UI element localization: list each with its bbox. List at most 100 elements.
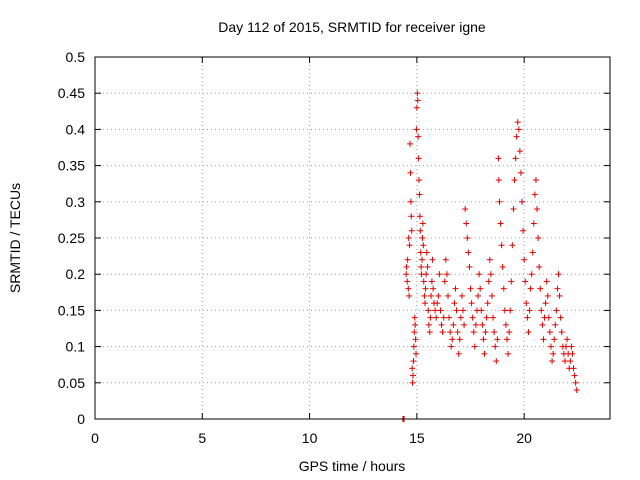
data-point	[515, 126, 522, 133]
data-point	[419, 235, 426, 241]
data-point	[508, 278, 515, 285]
data-point	[569, 350, 576, 357]
data-point	[452, 285, 459, 292]
data-point	[499, 263, 506, 270]
data-point	[407, 140, 414, 147]
y-axis-label: SRMTID / TECUs	[7, 183, 23, 293]
data-point	[420, 278, 427, 285]
data-point	[435, 292, 442, 299]
data-point	[414, 97, 421, 104]
data-point	[414, 90, 421, 97]
plot-frame	[94, 56, 611, 420]
data-point	[406, 242, 413, 249]
data-point	[436, 271, 443, 278]
data-point	[510, 206, 517, 213]
data-point	[520, 227, 527, 234]
data-point	[530, 220, 537, 227]
data-point	[490, 314, 497, 321]
data-point	[418, 263, 425, 270]
data-point	[470, 329, 477, 336]
y-tick-label: 0.15	[58, 302, 85, 318]
data-point	[427, 314, 434, 321]
data-point	[446, 314, 453, 321]
data-point	[411, 314, 418, 321]
x-axis-label: GPS time / hours	[299, 458, 406, 474]
data-point	[509, 242, 516, 249]
y-tick-label: 0.35	[58, 158, 85, 174]
data-point	[404, 278, 411, 285]
data-point	[406, 292, 413, 299]
data-point	[456, 336, 463, 343]
data-point	[413, 126, 420, 133]
data-point	[426, 329, 433, 336]
data-point	[554, 285, 561, 292]
data-point	[428, 292, 435, 299]
data-point	[517, 169, 524, 176]
data-point	[434, 300, 441, 307]
data-point	[487, 271, 494, 278]
data-point	[430, 285, 437, 292]
y-tick-label: 0.3	[66, 194, 86, 210]
data-point	[405, 235, 412, 241]
data-point	[410, 358, 417, 365]
data-points	[399, 90, 580, 422]
data-point	[555, 271, 562, 278]
data-point	[441, 278, 448, 285]
data-point	[482, 329, 489, 336]
data-point	[412, 321, 419, 328]
data-point	[532, 177, 539, 184]
data-point	[453, 307, 460, 314]
x-tick-label: 0	[91, 430, 99, 446]
data-point	[423, 271, 430, 278]
grid-lines	[95, 57, 610, 419]
data-point	[497, 220, 504, 227]
data-point	[479, 321, 486, 328]
data-point	[413, 350, 420, 357]
data-point	[535, 235, 542, 241]
data-point	[549, 358, 556, 365]
data-point	[486, 256, 493, 263]
data-point	[472, 321, 479, 328]
data-point	[572, 379, 579, 386]
data-point	[450, 321, 457, 328]
data-point	[573, 387, 580, 394]
data-point	[410, 343, 417, 350]
data-point	[417, 249, 424, 256]
data-point	[462, 206, 469, 213]
data-point	[442, 256, 449, 263]
data-point	[504, 336, 510, 343]
y-tick-label: 0.1	[66, 339, 86, 355]
data-point	[476, 271, 483, 278]
data-point	[493, 358, 500, 365]
data-point	[443, 271, 450, 278]
data-point	[563, 343, 570, 350]
data-point	[542, 300, 549, 307]
data-point	[409, 365, 416, 372]
data-point	[422, 285, 429, 292]
data-point	[448, 343, 455, 350]
data-point	[550, 350, 557, 357]
data-point	[506, 329, 513, 336]
data-point	[507, 307, 514, 314]
data-point	[409, 379, 416, 386]
data-point	[537, 285, 544, 292]
data-point	[403, 271, 410, 278]
x-tick-label: 20	[516, 430, 532, 446]
data-point	[516, 148, 523, 155]
y-tick-label: 0.4	[66, 121, 86, 137]
data-point	[437, 307, 444, 314]
data-point	[478, 307, 485, 314]
data-point	[540, 336, 547, 343]
data-point	[432, 307, 439, 314]
data-point	[419, 256, 426, 263]
data-point	[511, 177, 518, 184]
data-point	[458, 292, 465, 299]
data-point	[561, 358, 568, 365]
data-point	[512, 155, 519, 162]
data-point	[457, 314, 464, 321]
data-point	[568, 343, 575, 350]
data-point	[527, 285, 534, 292]
data-point	[526, 307, 533, 314]
data-point	[411, 329, 418, 336]
data-point	[502, 321, 509, 328]
